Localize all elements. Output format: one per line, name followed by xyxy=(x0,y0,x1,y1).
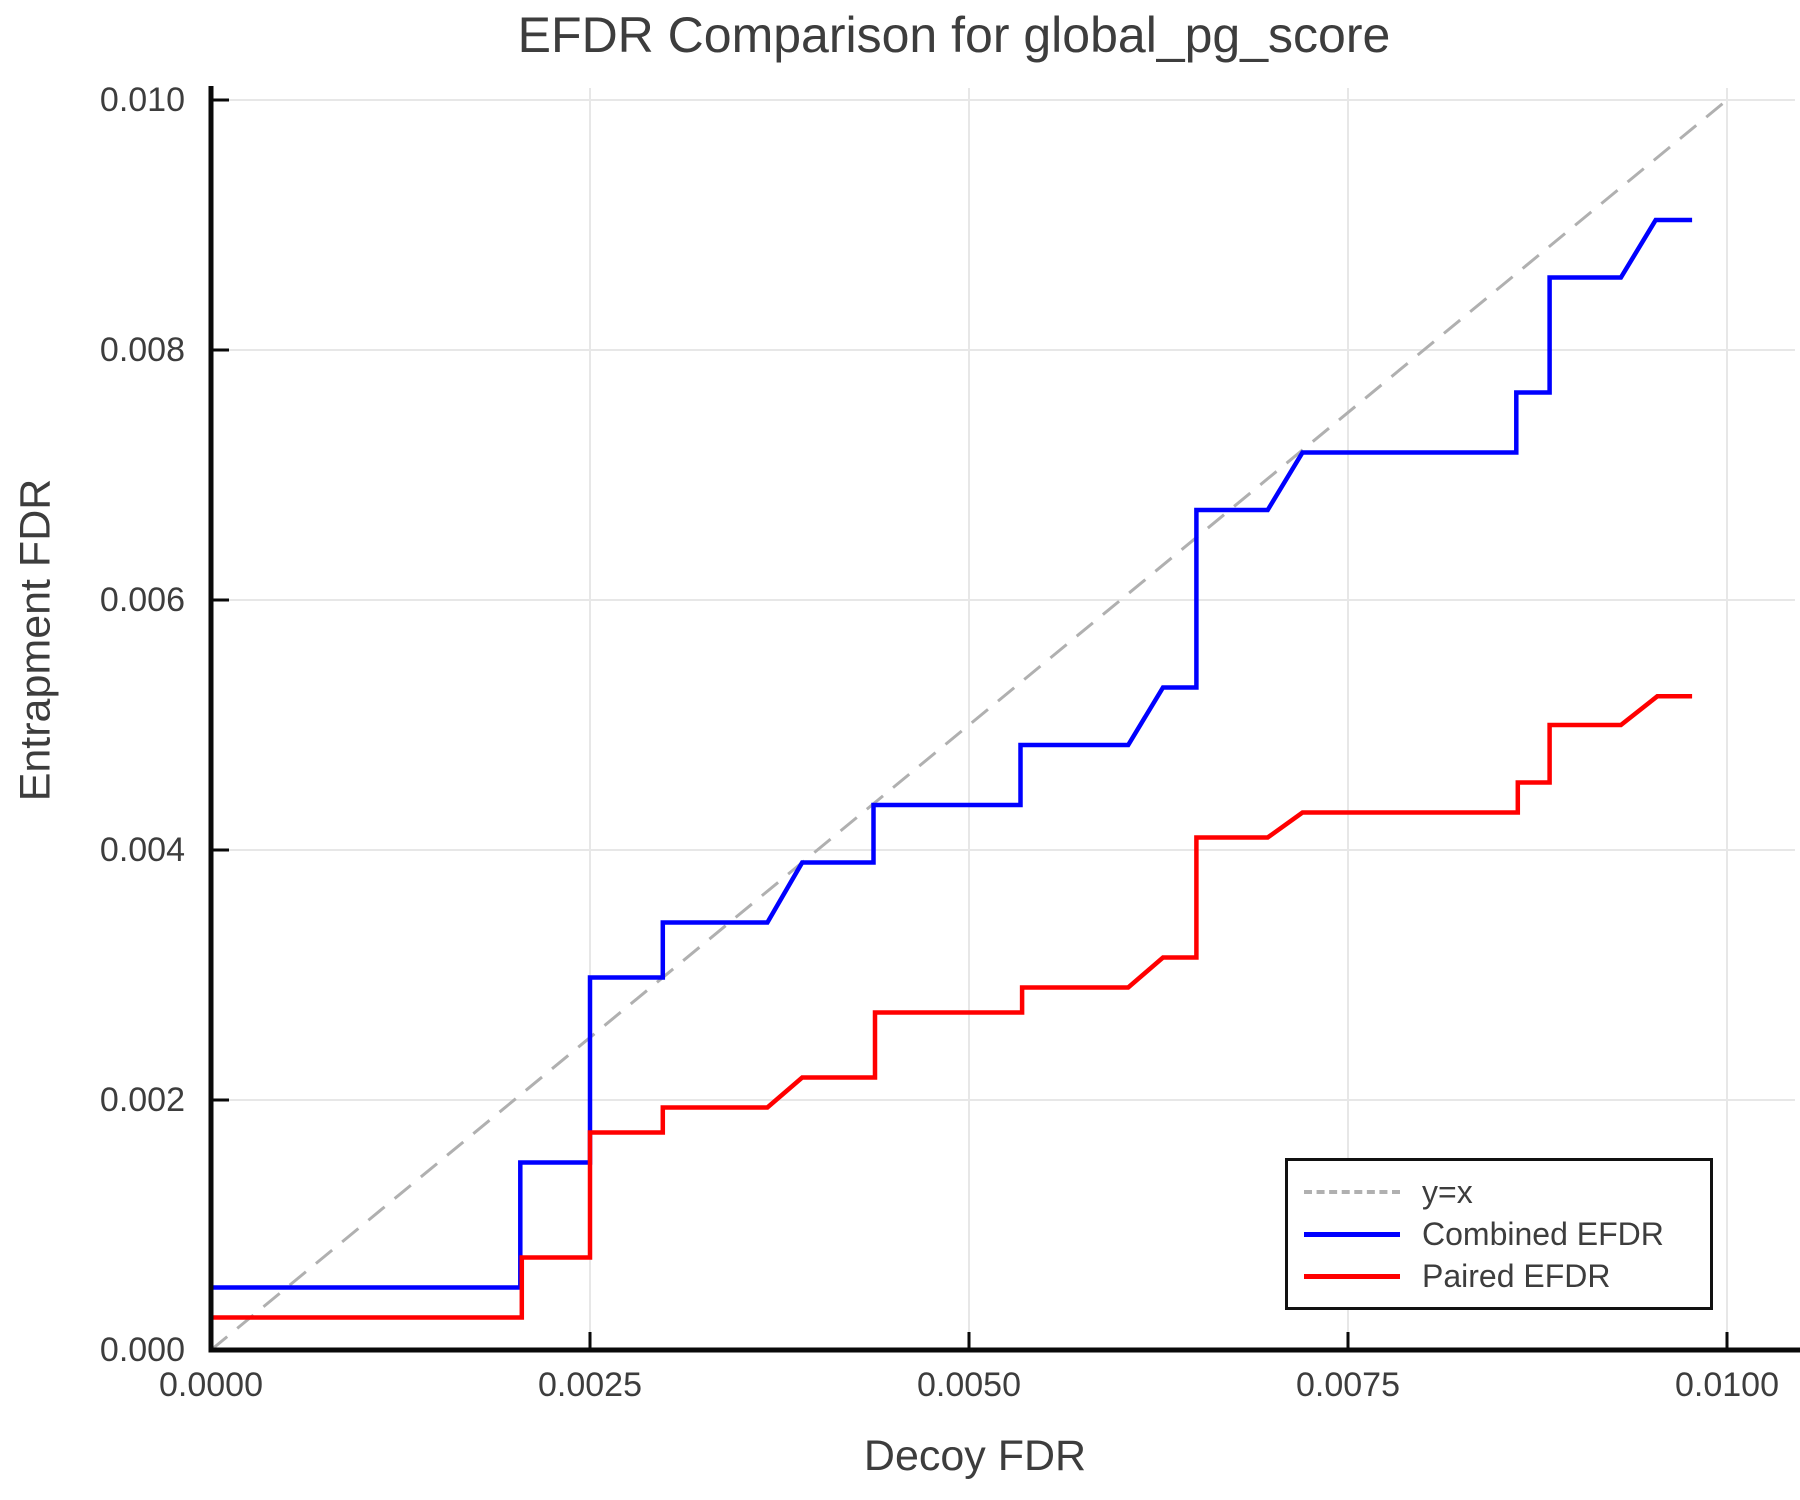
legend-label-paired: Paired EFDR xyxy=(1422,1258,1611,1294)
y-tick-label: 0.004 xyxy=(99,831,185,869)
y-axis-label: Entrapment FDR xyxy=(11,478,60,802)
combined-line-swatch-icon xyxy=(1304,1231,1400,1237)
series-line-y-x xyxy=(210,98,1728,1352)
x-tick-label: 0.0000 xyxy=(159,1366,263,1404)
x-tick-label: 0.0050 xyxy=(917,1366,1021,1404)
legend-label-combined: Combined EFDR xyxy=(1422,1216,1664,1252)
legend-item-identity: y=x xyxy=(1304,1173,1710,1211)
y-tick-label: 0.006 xyxy=(99,581,185,619)
x-tick-label: 0.0025 xyxy=(538,1366,642,1404)
chart-title: EFDR Comparison for global_pg_score xyxy=(517,7,1391,63)
y-tick-label: 0.002 xyxy=(99,1081,185,1119)
legend: y=x Combined EFDR Paired EFDR xyxy=(1285,1158,1713,1310)
dashed-line-swatch-icon xyxy=(1304,1190,1400,1194)
series-line-combined-efdr xyxy=(208,217,1693,1350)
x-tick-label: 0.0075 xyxy=(1296,1366,1400,1404)
legend-item-paired: Paired EFDR xyxy=(1304,1257,1710,1295)
legend-label-identity: y=x xyxy=(1422,1174,1473,1210)
x-axis-label: Decoy FDR xyxy=(863,1432,1087,1480)
y-tick-label: 0.008 xyxy=(99,331,185,369)
y-tick-label: 0.010 xyxy=(99,81,185,119)
x-tick-label: 0.0100 xyxy=(1675,1366,1779,1404)
paired-line-swatch-icon xyxy=(1304,1273,1400,1279)
series-line-paired-efdr xyxy=(208,694,1693,1350)
y-tick-label: 0.000 xyxy=(99,1331,185,1369)
legend-item-combined: Combined EFDR xyxy=(1304,1215,1710,1253)
